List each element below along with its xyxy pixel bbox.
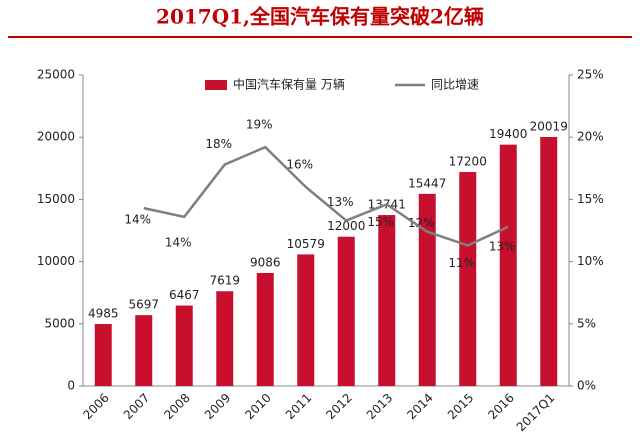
y-tick-label: 10000	[37, 254, 75, 268]
bar-value-label: 5697	[128, 298, 159, 312]
line-value-label: 14%	[124, 213, 151, 227]
bar	[135, 315, 153, 386]
x-tick-label: 2009	[202, 391, 233, 422]
bar	[175, 305, 193, 386]
y-tick-label: 25000	[37, 68, 75, 82]
legend-label: 同比增速	[431, 78, 479, 92]
line-value-label: 12%	[408, 216, 435, 230]
line-value-label: 14%	[165, 235, 192, 249]
legend-label: 中国汽车保有量 万辆	[233, 77, 345, 92]
y-tick-label: 0	[67, 379, 75, 393]
x-tick-label: 2014	[404, 391, 435, 422]
bar	[256, 272, 274, 386]
bar-value-label: 9086	[250, 255, 281, 269]
line-value-label: 13%	[489, 239, 516, 253]
y2-tick-label: 15%	[577, 192, 604, 206]
y2-tick-label: 25%	[577, 68, 604, 82]
line	[143, 145, 509, 247]
line-value-label: 19%	[246, 118, 273, 132]
bar	[418, 193, 436, 386]
legend-swatch	[205, 80, 227, 90]
x-tick-label: 2017Q1	[514, 391, 558, 435]
x-tick-label: 2016	[485, 391, 516, 422]
y2-tick-label: 10%	[577, 254, 604, 268]
bar	[94, 323, 112, 386]
x-tick-label: 2008	[161, 391, 192, 422]
line-value-label: 16%	[286, 157, 313, 171]
bar	[297, 254, 315, 386]
x-tick-label: 2006	[80, 391, 111, 422]
line-value-label: 13%	[327, 195, 354, 209]
chart-title: 2017Q1,全国汽车保有量突破2亿辆	[156, 5, 484, 29]
bar-value-label: 17200	[449, 155, 487, 169]
bar	[459, 172, 477, 386]
bar-value-label: 19400	[489, 127, 527, 141]
bar	[337, 236, 355, 386]
y-tick-label: 20000	[37, 130, 75, 144]
y-tick-label: 5000	[44, 316, 75, 330]
line-value-label: 11%	[448, 256, 475, 270]
line-value-label: 18%	[205, 137, 232, 151]
y2-tick-label: 5%	[577, 316, 596, 330]
bar	[216, 291, 234, 386]
bar-value-label: 4985	[88, 306, 119, 320]
bar-value-label: 15447	[408, 176, 446, 190]
bar	[540, 136, 558, 386]
bar-value-label: 7619	[209, 274, 240, 288]
x-tick-label: 2010	[242, 391, 273, 422]
y-tick-label: 15000	[37, 192, 75, 206]
x-tick-label: 2007	[121, 391, 152, 422]
x-tick-label: 2011	[283, 391, 314, 422]
y2-tick-label: 20%	[577, 130, 604, 144]
bar	[499, 144, 517, 386]
line-value-label: 15%	[367, 215, 394, 229]
bar-value-label: 20019	[530, 119, 568, 133]
x-tick-label: 2012	[323, 391, 354, 422]
x-tick-label: 2015	[445, 391, 476, 422]
bar-value-label: 6467	[169, 288, 200, 302]
y2-tick-label: 0%	[577, 379, 596, 393]
x-tick-label: 2013	[364, 391, 395, 422]
bar	[378, 215, 396, 386]
bar-value-label: 12000	[327, 219, 365, 233]
bar-value-label: 10579	[287, 237, 325, 251]
